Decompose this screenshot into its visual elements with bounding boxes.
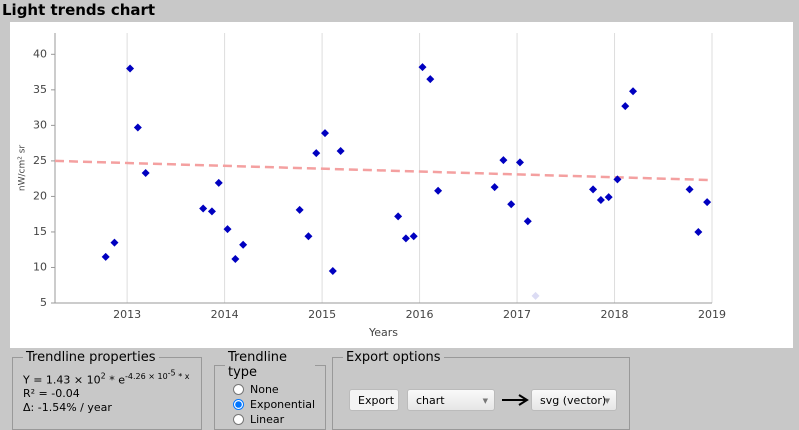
formula-part: Y = 1.43 × 10 bbox=[23, 373, 101, 387]
point bbox=[101, 252, 110, 261]
point bbox=[401, 234, 410, 243]
y-tick-label: 10 bbox=[33, 260, 47, 273]
point bbox=[515, 158, 524, 167]
r-squared: R² = -0.04 bbox=[23, 387, 80, 401]
point bbox=[394, 212, 403, 221]
point bbox=[596, 195, 605, 204]
x-tick-label: 2017 bbox=[503, 308, 531, 321]
delta: Δ: -1.54% / year bbox=[23, 401, 112, 415]
window-title: Light trends chart bbox=[2, 1, 156, 19]
point bbox=[613, 175, 622, 184]
point bbox=[336, 146, 345, 155]
point bbox=[199, 204, 208, 213]
x-tick-label: 2014 bbox=[211, 308, 239, 321]
x-axis-label: Years bbox=[368, 326, 398, 339]
point bbox=[295, 205, 304, 214]
point bbox=[507, 200, 516, 209]
point bbox=[409, 232, 418, 241]
point bbox=[133, 123, 142, 132]
point bbox=[231, 254, 240, 263]
radio-group: None Exponential Linear bbox=[225, 382, 315, 427]
chart: 2013 2014 2015 2016 2017 2018 2019 5 10 15 20 25 30 3… bbox=[10, 22, 793, 348]
point bbox=[694, 227, 703, 236]
radio[interactable] bbox=[233, 414, 244, 425]
formula: Y = 1.43 × 102 * e-4.26 × 10-5 * x bbox=[23, 368, 191, 386]
point bbox=[589, 185, 598, 194]
y-tick-label: 5 bbox=[40, 296, 47, 309]
point bbox=[523, 217, 532, 226]
legend: Trendline properties bbox=[26, 350, 156, 365]
export-options: Export options Export chart svg (vector) bbox=[332, 350, 630, 430]
point bbox=[126, 64, 135, 73]
x-tick-label: 2016 bbox=[406, 308, 434, 321]
format-select[interactable]: svg (vector) bbox=[531, 389, 617, 412]
x-tick-label: 2018 bbox=[601, 308, 629, 321]
trendline-type: Trendline type None Exponential Linear bbox=[214, 350, 327, 430]
point bbox=[490, 183, 499, 192]
point bbox=[328, 267, 337, 276]
y-axis-label: nW/cm² sr bbox=[18, 145, 28, 192]
point bbox=[110, 238, 119, 247]
formula-part: 2 bbox=[100, 371, 106, 381]
formula-part: * x bbox=[175, 371, 190, 381]
radio[interactable] bbox=[233, 399, 244, 410]
radio-option[interactable]: Linear bbox=[225, 412, 315, 427]
radio-option[interactable]: None bbox=[225, 382, 315, 397]
point bbox=[621, 102, 630, 111]
point bbox=[629, 87, 638, 96]
point bbox=[141, 168, 150, 177]
formula-part: -5 bbox=[167, 368, 176, 377]
point bbox=[418, 63, 427, 72]
legend: Export options bbox=[346, 350, 441, 365]
y-tick-label: 30 bbox=[33, 118, 47, 131]
trendline-properties: Trendline properties Y = 1.43 × 102 * e-… bbox=[12, 350, 202, 430]
radio-label: Linear bbox=[250, 413, 285, 426]
legend: Trendline type bbox=[228, 350, 288, 380]
y-tick-label: 25 bbox=[33, 154, 47, 167]
source-select[interactable]: chart bbox=[407, 389, 495, 412]
formula-part: -4.26 × 10 bbox=[125, 371, 168, 381]
point bbox=[499, 156, 508, 165]
radio-option[interactable]: Exponential bbox=[225, 397, 315, 412]
point bbox=[304, 232, 313, 241]
y-tick-label: 20 bbox=[33, 189, 47, 202]
point bbox=[214, 178, 223, 187]
formula-part: * e bbox=[105, 373, 125, 387]
y-tick-label: 40 bbox=[33, 47, 47, 60]
radio[interactable] bbox=[233, 384, 244, 395]
x-tick-label: 2013 bbox=[113, 308, 141, 321]
point bbox=[321, 129, 330, 138]
point bbox=[312, 149, 321, 158]
export-button[interactable]: Export bbox=[349, 389, 399, 411]
arrow bbox=[502, 394, 529, 406]
x-tick-label: 2015 bbox=[308, 308, 336, 321]
radio-label: None bbox=[250, 383, 279, 396]
point bbox=[604, 193, 613, 202]
trendline bbox=[54, 159, 713, 182]
point bbox=[239, 240, 248, 249]
point bbox=[703, 198, 712, 207]
point bbox=[434, 186, 443, 195]
point bbox=[685, 185, 694, 194]
radio-label: Exponential bbox=[250, 398, 316, 411]
point bbox=[207, 207, 216, 216]
point bbox=[223, 225, 232, 234]
point bbox=[531, 291, 540, 300]
point bbox=[426, 75, 435, 84]
x-tick-label: 2019 bbox=[698, 308, 726, 321]
y-tick-label: 15 bbox=[33, 225, 47, 238]
y-tick-label: 35 bbox=[33, 83, 47, 96]
